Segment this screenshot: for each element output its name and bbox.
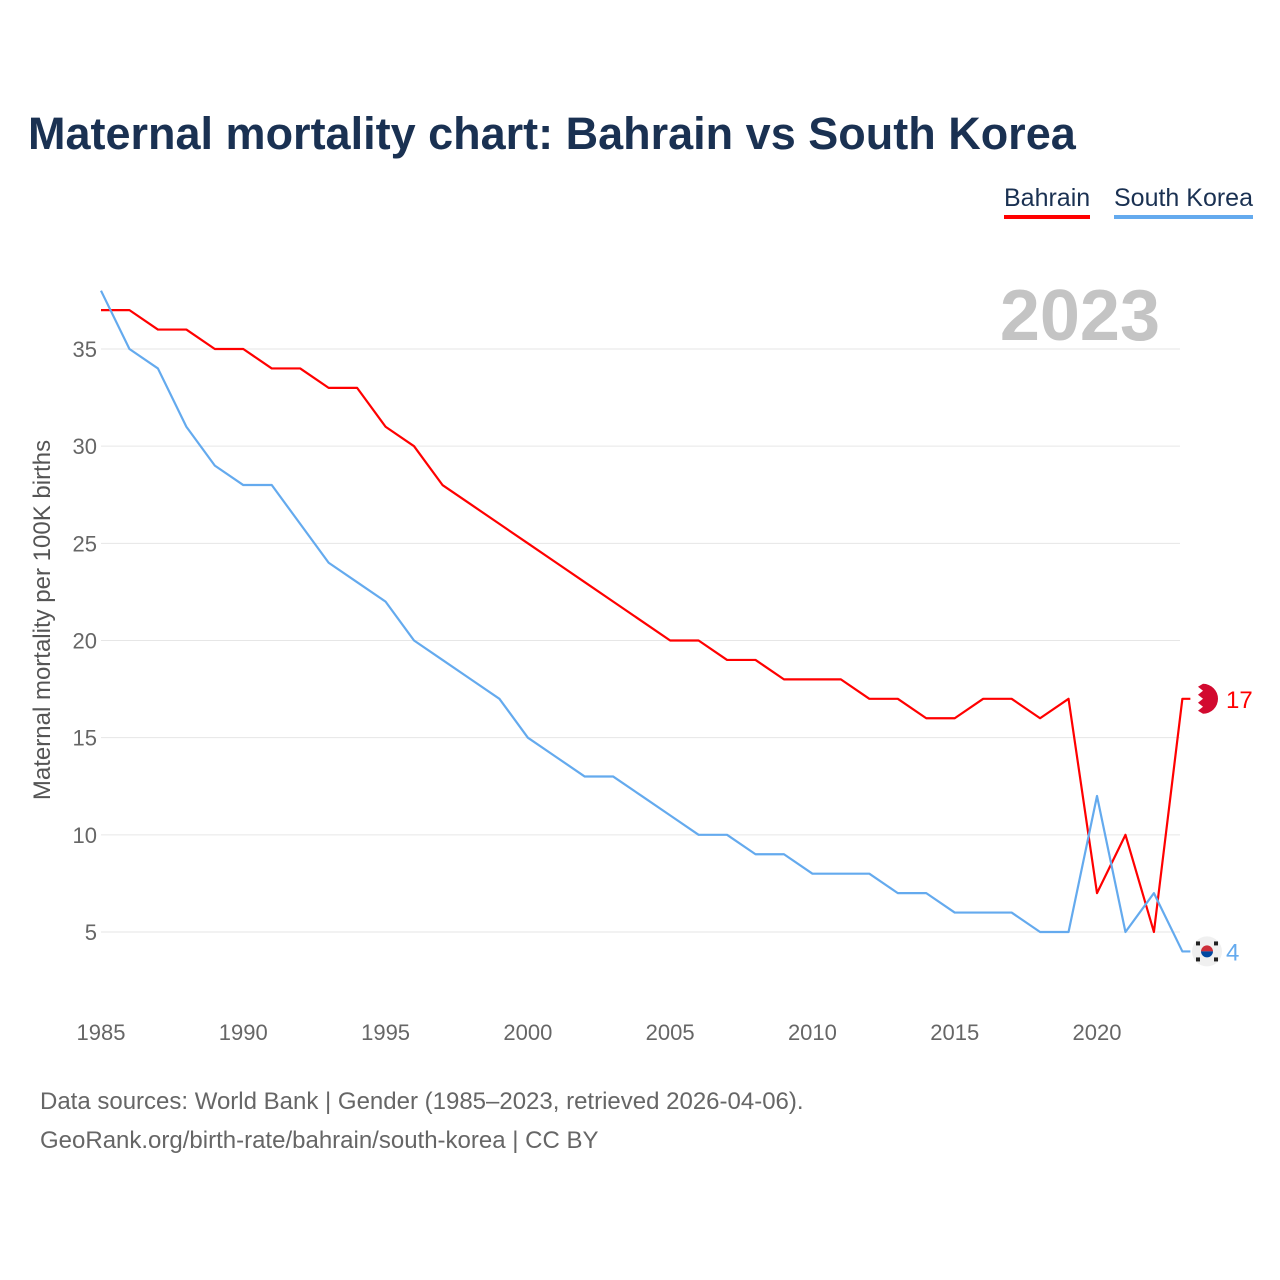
y-tick-label: 20 [73, 629, 97, 654]
korea-flag-trigram [1214, 941, 1218, 946]
y-tick-label: 35 [73, 337, 97, 362]
end-value-label-bahrain: 17 [1226, 687, 1253, 714]
series-line-south-korea [100, 290, 1191, 953]
y-tick-label: 5 [85, 920, 97, 945]
korea-flag-trigram [1214, 957, 1218, 962]
bahrain-flag-red [1198, 683, 1219, 714]
korea-flag-blue [1201, 951, 1213, 958]
chart-title: Maternal mortality chart: Bahrain vs Sou… [28, 108, 1076, 159]
footer-sources: Data sources: World Bank | Gender (1985–… [40, 1088, 804, 1115]
series-line-bahrain [101, 309, 1191, 934]
year-label: 2023 [1000, 276, 1160, 356]
end-value-label-south-korea: 4 [1226, 939, 1239, 966]
y-axis-label: Maternal mortality per 100K births [29, 440, 56, 800]
x-tick-label: 2000 [503, 1020, 552, 1045]
x-tick-label: 1985 [77, 1020, 126, 1045]
y-tick-label: 15 [73, 726, 97, 751]
korea-flag-red [1201, 945, 1213, 952]
x-tick-label: 2010 [788, 1020, 837, 1045]
footer-link: GeoRank.org/birth-rate/bahrain/south-kor… [40, 1127, 599, 1154]
x-tick-label: 1995 [361, 1020, 410, 1045]
korea-flag-trigram [1196, 957, 1200, 962]
x-tick-label: 2005 [646, 1020, 695, 1045]
y-tick-label: 30 [73, 434, 97, 459]
legend-bahrain[interactable]: Bahrain [1004, 184, 1091, 219]
legend-south-korea[interactable]: South Korea [1114, 184, 1253, 219]
y-tick-label: 10 [73, 823, 97, 848]
x-tick-label: 2020 [1073, 1020, 1122, 1045]
x-tick-label: 1990 [219, 1020, 268, 1045]
korea-flag-trigram [1196, 941, 1200, 946]
y-tick-label: 25 [73, 531, 97, 556]
x-tick-label: 2015 [930, 1020, 979, 1045]
